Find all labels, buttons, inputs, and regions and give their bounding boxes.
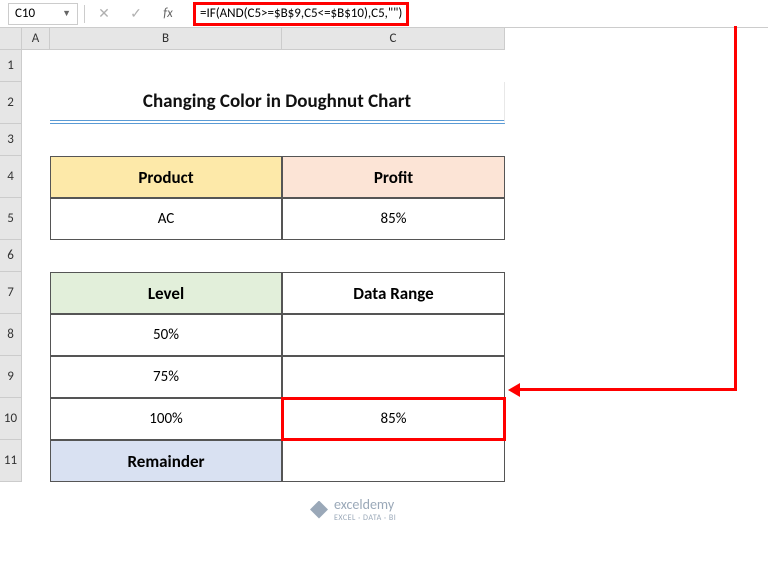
cell-b5[interactable]: AC [50, 198, 282, 240]
row-header-2[interactable]: 2 [0, 82, 22, 124]
val-product: AC [158, 210, 175, 228]
annotation-arrow-head [508, 383, 520, 397]
cell-c9[interactable] [282, 356, 505, 398]
annotation-line-v [734, 26, 737, 390]
col-header-b[interactable]: B [50, 28, 282, 50]
row-headers: 1 2 3 4 5 6 7 8 9 10 11 [0, 50, 22, 482]
cell-b4[interactable]: Product [50, 156, 282, 198]
row-header-10[interactable]: 10 [0, 398, 22, 440]
grid-area: A B C 1 2 3 4 5 6 7 8 9 10 11 Changing C… [0, 28, 768, 571]
hdr-datarange: Data Range [353, 283, 433, 304]
watermark-sub: EXCEL · DATA · BI [334, 513, 396, 523]
col-header-c[interactable]: C [282, 28, 505, 50]
row-header-11[interactable]: 11 [0, 440, 22, 482]
annotation-line-h [520, 388, 737, 391]
cell-c5[interactable]: 85% [282, 198, 505, 240]
hdr-level: Level [148, 283, 184, 304]
row-header-5[interactable]: 5 [0, 198, 22, 240]
cancel-icon[interactable]: ✕ [91, 3, 117, 25]
lvl-0: 50% [153, 326, 179, 344]
watermark-name: exceldemy [334, 496, 394, 513]
cell-b7[interactable]: Level [50, 272, 282, 314]
cell-b9[interactable]: 75% [50, 356, 282, 398]
hdr-profit: Profit [374, 167, 413, 188]
sheet[interactable]: Changing Color in Doughnut Chart Product… [22, 50, 768, 571]
fx-icon[interactable]: fx [155, 3, 181, 25]
row-header-6[interactable]: 6 [0, 240, 22, 272]
formula-input[interactable]: =IF(AND(C5>=$B$9,C5<=$B$10),C5,"") [187, 3, 760, 25]
cell-c10[interactable]: 85% [282, 398, 505, 440]
cell-b10[interactable]: 100% [50, 398, 282, 440]
cell-c7[interactable]: Data Range [282, 272, 505, 314]
enter-icon[interactable]: ✓ [123, 3, 149, 25]
row-header-7[interactable]: 7 [0, 272, 22, 314]
watermark: exceldemy EXCEL · DATA · BI [310, 496, 396, 523]
cell-c4[interactable]: Profit [282, 156, 505, 198]
watermark-logo-icon [310, 501, 328, 519]
formula-text: =IF(AND(C5>=$B$9,C5<=$B$10),C5,"") [193, 2, 409, 26]
row-header-9[interactable]: 9 [0, 356, 22, 398]
name-box-value: C10 [15, 6, 35, 21]
row-header-4[interactable]: 4 [0, 156, 22, 198]
lvl-3: Remainder [127, 451, 204, 472]
title-text: Changing Color in Doughnut Chart [143, 90, 411, 113]
title-cell[interactable]: Changing Color in Doughnut Chart [50, 82, 505, 124]
hdr-product: Product [138, 167, 193, 188]
formula-bar: C10 ▼ ✕ ✓ fx =IF(AND(C5>=$B$9,C5<=$B$10)… [0, 0, 768, 28]
divider [84, 5, 85, 23]
chevron-down-icon[interactable]: ▼ [62, 8, 71, 19]
select-all-corner[interactable] [0, 28, 22, 50]
cell-c8[interactable] [282, 314, 505, 356]
lvl-2: 100% [149, 410, 183, 428]
cell-b8[interactable]: 50% [50, 314, 282, 356]
cell-c11[interactable] [282, 440, 505, 482]
column-headers: A B C [22, 28, 505, 50]
col-header-a[interactable]: A [22, 28, 50, 50]
dr-2: 85% [381, 410, 407, 428]
row-header-3[interactable]: 3 [0, 124, 22, 156]
val-profit: 85% [381, 210, 407, 228]
cell-b11[interactable]: Remainder [50, 440, 282, 482]
row-header-8[interactable]: 8 [0, 314, 22, 356]
name-box[interactable]: C10 ▼ [8, 3, 78, 25]
lvl-1: 75% [153, 368, 179, 386]
row-header-1[interactable]: 1 [0, 50, 22, 82]
